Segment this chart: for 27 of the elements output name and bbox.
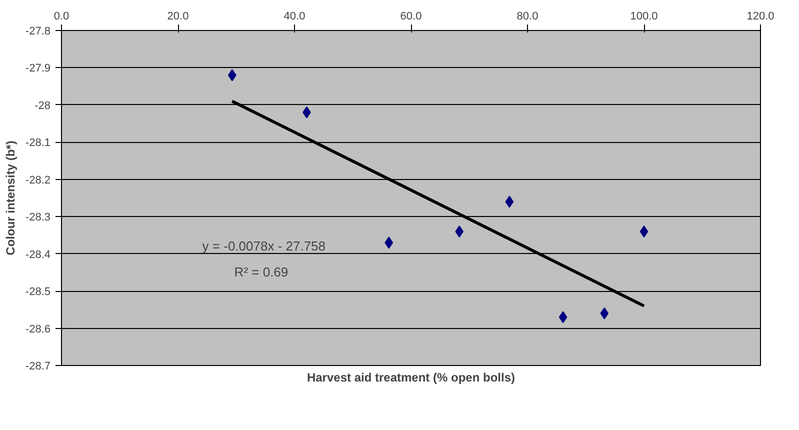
annotation: y = -0.0078x - 27.758 [202,238,326,254]
y-tick-label: -27.8 [25,26,51,38]
point [505,196,514,208]
x-tick-label: 100.0 [630,10,658,22]
y-tick-label: -28.6 [25,323,51,336]
x-tick-label: 60.0 [400,10,422,22]
point [455,226,464,238]
y-tick-label: -28.2 [25,174,51,186]
y-tick-label: -28.4 [25,248,51,261]
x-tick-label: 80.0 [516,10,538,22]
point [600,307,609,320]
x-tick-label: 120.0 [746,10,774,22]
y-axis-title: Colour intensity (b*) [3,140,18,256]
point [558,311,568,324]
x-tick-label: 0.0 [54,10,70,22]
y-tick-label: -28 [34,100,51,112]
x-tick-label: 20.0 [167,10,189,22]
y-tick-label: -28.7 [25,360,51,372]
y-tick-label: -28.5 [25,286,51,298]
y-tick-label: -28.3 [25,212,51,224]
x-axis-title: Harvest aid treatment (% open bolls) [306,370,516,384]
annotation: R² = 0.69 [234,264,288,280]
y-tick-label: -27.9 [25,62,51,75]
x-tick-label: 40.0 [284,10,306,22]
y-tick-label: -28.1 [25,137,51,150]
point [640,226,648,238]
point [384,236,394,249]
